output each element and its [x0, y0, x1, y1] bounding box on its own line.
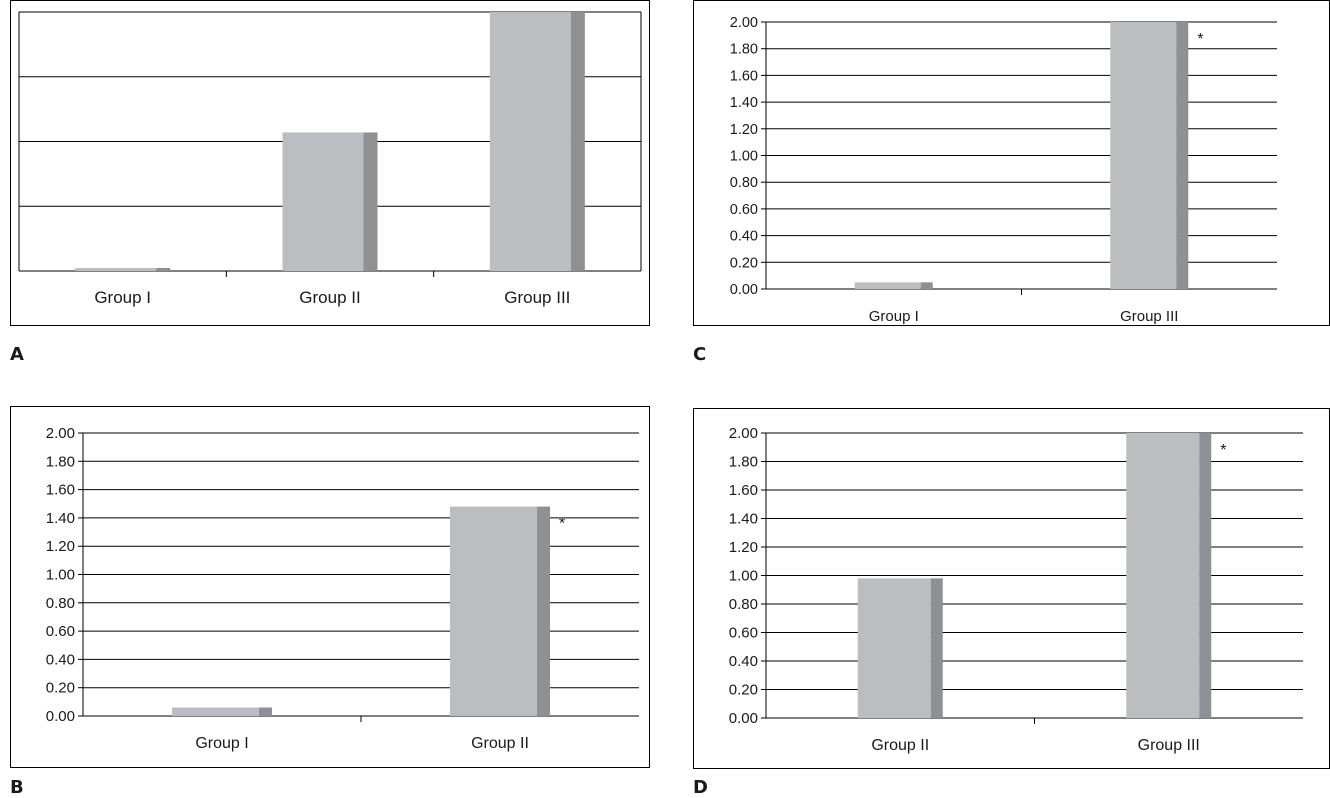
y-tick-label-c-6: 1.20	[730, 122, 758, 138]
category-label-d-1: Group III	[1138, 737, 1200, 754]
y-tick-label-b-0: 0.00	[46, 708, 75, 725]
y-tick-label-d-2: 0.40	[729, 653, 758, 670]
bar-chart-a: Group I Group II Group III	[18, 11, 642, 307]
category-label-d-0: Group II	[871, 737, 929, 754]
bar-side-b-1	[537, 506, 550, 716]
y-tick-label-d-6: 1.20	[729, 539, 758, 556]
bar-side-a-0	[156, 268, 171, 271]
y-tick-label-c-4: 0.80	[730, 175, 758, 191]
bar-side-d-1	[1199, 433, 1212, 718]
bar-b-1	[450, 506, 537, 716]
y-tick-label-c-0: 0.00	[730, 282, 758, 298]
y-tick-label-d-5: 1.00	[729, 568, 758, 585]
y-tick-label-d-1: 0.20	[729, 682, 758, 699]
y-tick-label-b-2: 0.40	[46, 651, 75, 668]
panel-label-b: B	[10, 777, 24, 798]
y-tick-label-b-7: 1.40	[46, 510, 75, 527]
category-label-c-0: Group I	[869, 308, 919, 325]
significance-marker-c-1: *	[1197, 31, 1203, 48]
bar-c-0	[854, 282, 921, 289]
y-tick-label-c-5: 1.00	[730, 149, 758, 165]
y-tick-label-c-7: 1.40	[730, 95, 758, 111]
category-label-a-2: Group III	[504, 288, 570, 307]
y-tick-label-d-8: 1.60	[729, 482, 758, 499]
bar-side-d-0	[930, 578, 943, 718]
y-tick-label-b-4: 0.80	[46, 595, 75, 612]
panel-label-a: A	[10, 344, 24, 365]
y-tick-label-b-9: 1.80	[46, 453, 75, 470]
y-tick-label-d-9: 1.80	[729, 454, 758, 471]
y-tick-label-d-7: 1.40	[729, 511, 758, 528]
bar-d-1	[1126, 433, 1200, 718]
y-tick-label-c-8: 1.60	[730, 68, 758, 84]
y-tick-label-b-1: 0.20	[46, 680, 75, 697]
y-tick-label-c-9: 1.80	[730, 42, 758, 58]
bar-side-c-1	[1176, 22, 1189, 289]
chart-panel-a: Group I Group II Group III	[10, 0, 650, 326]
y-tick-label-d-3: 0.60	[729, 625, 758, 642]
bar-side-a-1	[363, 132, 378, 271]
y-tick-label-b-5: 1.00	[46, 567, 75, 584]
category-label-c-1: Group III	[1120, 308, 1178, 325]
significance-marker-d-1: *	[1220, 442, 1226, 459]
category-label-b-0: Group I	[195, 735, 248, 752]
y-tick-label-c-3: 0.60	[730, 202, 758, 218]
bar-chart-d: 0.00 0.20 0.40 0.60 0.80 1.00 1.20 1.40 1.60 1.80…	[729, 425, 1303, 754]
significance-marker-b-1: *	[559, 516, 565, 533]
y-tick-label-d-4: 0.80	[729, 596, 758, 613]
bar-a-1	[282, 132, 364, 271]
bar-side-b-0	[259, 707, 272, 716]
category-label-b-1: Group II	[471, 735, 529, 752]
bar-side-a-2	[570, 12, 585, 271]
chart-panel-b: 0.00 0.20 0.40 0.60 0.80 1.00 1.20 1.40 1.60 1.80…	[10, 406, 650, 768]
y-tick-label-b-6: 1.20	[46, 538, 75, 555]
y-tick-label-b-10: 2.00	[46, 425, 75, 442]
chart-panel-d: 0.00 0.20 0.40 0.60 0.80 1.00 1.20 1.40 1.60 1.80…	[693, 408, 1330, 769]
category-label-a-1: Group II	[299, 288, 360, 307]
bar-c-1	[1110, 22, 1177, 289]
panel-label-d: D	[693, 777, 708, 798]
category-label-a-0: Group I	[94, 288, 151, 307]
bar-b-0	[172, 707, 259, 716]
y-tick-label-b-3: 0.60	[46, 623, 75, 640]
bar-chart-b: 0.00 0.20 0.40 0.60 0.80 1.00 1.20 1.40 1.60 1.80…	[46, 425, 639, 752]
chart-panel-c: 0.00 0.20 0.40 0.60 0.80 1.00 1.20 1.40 1.60 1.80…	[693, 0, 1330, 326]
y-tick-label-c-10: 2.00	[730, 15, 758, 31]
bar-d-0	[857, 578, 931, 718]
y-tick-label-c-1: 0.20	[730, 255, 758, 271]
panel-label-c: C	[693, 344, 707, 365]
y-tick-label-c-2: 0.40	[730, 229, 758, 245]
y-tick-label-d-10: 2.00	[729, 425, 758, 442]
y-tick-label-b-8: 1.60	[46, 482, 75, 499]
bar-a-0	[75, 268, 157, 271]
y-tick-label-d-0: 0.00	[729, 710, 758, 727]
bar-chart-c: 0.00 0.20 0.40 0.60 0.80 1.00 1.20 1.40 1.60 1.80…	[730, 15, 1277, 325]
bar-a-2	[489, 12, 571, 271]
bar-side-c-0	[920, 282, 933, 289]
